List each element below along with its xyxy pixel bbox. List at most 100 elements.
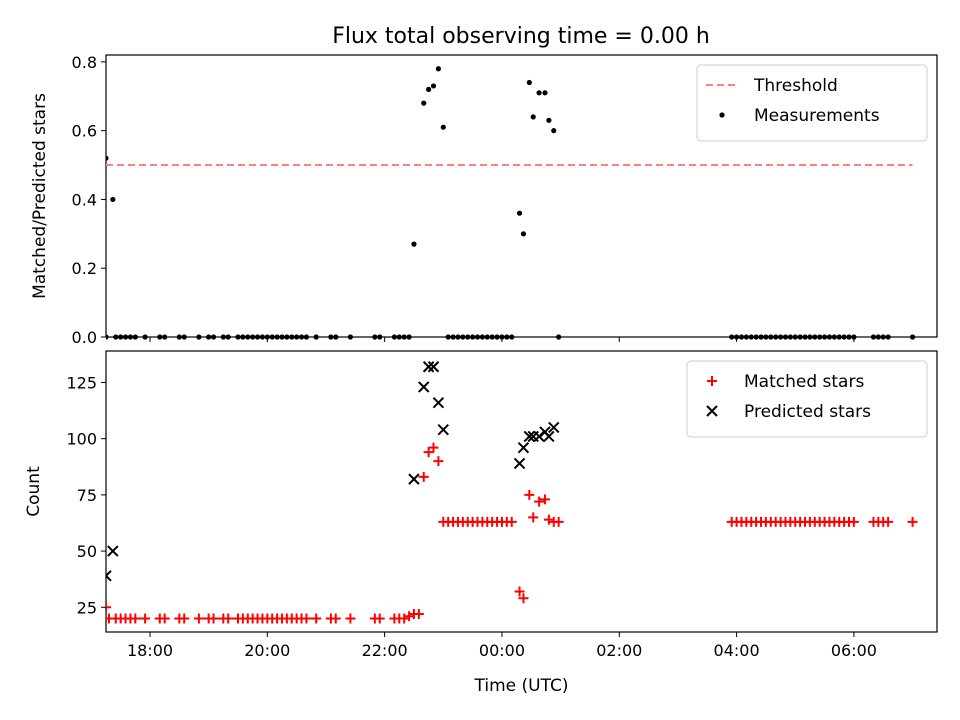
measurement-point (259, 334, 266, 340)
measurement-point (113, 334, 119, 340)
measurement-point (509, 334, 515, 340)
predicted-star-point (106, 570, 112, 582)
measurement-point (254, 334, 261, 340)
measurement-point (807, 334, 813, 340)
measurement-point (122, 334, 129, 340)
measurement-point (909, 334, 916, 340)
top-legend-box (696, 64, 928, 142)
measurement-point (733, 334, 740, 340)
top-panel-measurements: 0.0 0.2 0.4 0.6 0.8 Matched/Predicted stars Th… (30, 53, 938, 347)
bottom-ylabel: Count (24, 466, 44, 517)
matched-star-point (518, 593, 529, 604)
measurement-point (372, 334, 378, 340)
measurement-point (445, 334, 451, 340)
legend-measurement-swatch (719, 112, 725, 118)
matched-star-point (848, 516, 859, 527)
measurement-point (391, 334, 398, 340)
top-axes-frame (105, 54, 938, 338)
measurement-point (132, 334, 138, 340)
legend-matched-swatch (707, 376, 717, 386)
measurement-point (520, 231, 527, 237)
measurement-point (118, 334, 124, 340)
measurement-point (176, 334, 182, 340)
bottom-xlabel: Time (UTC) (474, 676, 569, 696)
measurement-point (289, 334, 295, 340)
measurement-point (245, 334, 251, 340)
bottom-ytick-label: 125 (66, 373, 97, 392)
matched-star-point (208, 613, 219, 624)
bottom-ytick-label: 75 (77, 486, 97, 505)
bottom-legend-box (686, 360, 928, 438)
predicted-star-point (107, 545, 119, 557)
measurement-point (274, 334, 280, 340)
matched-star-point (311, 613, 322, 624)
measurement-point (426, 86, 432, 92)
bottom-xtick-label: 20:00 (244, 641, 290, 660)
measurement-point (782, 334, 789, 340)
measurement-point (748, 334, 754, 340)
measurement-point (851, 334, 857, 340)
bottom-panel-counts: 25 50 75 100 125 18:00 20:00 22:00 00:00 02:00 04:… (24, 350, 938, 696)
predicted-star-point (427, 361, 440, 373)
predicted-star-point (548, 421, 560, 434)
bottom-xtick-label: 18:00 (127, 641, 173, 660)
matched-star-point (345, 613, 356, 624)
predicted-star-point (513, 457, 526, 470)
measurement-point (787, 334, 793, 340)
measurement-point (499, 334, 505, 340)
measurement-point (142, 334, 148, 340)
measurement-point (450, 334, 456, 340)
measurement-point (536, 90, 542, 96)
matched-star-point (330, 613, 341, 624)
matched-star-point (553, 516, 564, 527)
measurement-point (738, 334, 745, 340)
measurement-point (430, 83, 437, 89)
measurement-point (474, 334, 481, 340)
matched-star-point (179, 613, 190, 624)
measurement-point (210, 334, 217, 340)
matched-star-point (130, 613, 141, 624)
predicted-star-point (437, 423, 449, 436)
measurement-point (455, 334, 461, 340)
measurement-point (880, 334, 886, 340)
top-ylabel: Matched/Predicted stars (30, 93, 50, 299)
measurement-point (264, 334, 270, 340)
top-plot-area (106, 66, 916, 340)
measurement-point (110, 196, 116, 203)
measurement-point (773, 334, 779, 340)
measurement-point (729, 334, 735, 340)
predicted-star-point (543, 430, 555, 443)
measurement-point (494, 334, 500, 340)
predicted-star-point (523, 430, 536, 443)
measurement-point (792, 334, 798, 340)
figure-title: Flux total observing time = 0.00 h (332, 24, 710, 49)
measurement-point (396, 334, 402, 340)
matched-star-point (223, 613, 234, 624)
matched-star-point (140, 613, 151, 624)
measurement-point (220, 334, 226, 340)
bottom-ytick-label: 50 (77, 542, 97, 561)
measurement-point (298, 334, 305, 340)
measurement-point (225, 334, 231, 340)
measurement-point (546, 117, 552, 123)
measurement-point (157, 334, 163, 340)
measurement-point (328, 334, 334, 340)
measurement-point (421, 100, 427, 106)
measurement-point (551, 128, 557, 134)
legend-label: Measurements (754, 106, 880, 126)
measurement-point (284, 334, 290, 340)
bottom-xtick-label: 06:00 (831, 641, 877, 660)
measurement-point (401, 334, 407, 340)
measurement-point (162, 334, 168, 340)
legend-label: Threshold (753, 76, 838, 96)
measurement-point (347, 334, 354, 340)
measurement-point (235, 334, 241, 340)
measurement-point (196, 334, 202, 340)
predicted-star-point (418, 381, 430, 393)
matched-star-point (514, 586, 525, 597)
matched-star-point (528, 512, 539, 523)
measurement-point (479, 334, 485, 340)
measurement-point (812, 334, 818, 340)
bottom-ytick-label: 25 (77, 598, 97, 617)
